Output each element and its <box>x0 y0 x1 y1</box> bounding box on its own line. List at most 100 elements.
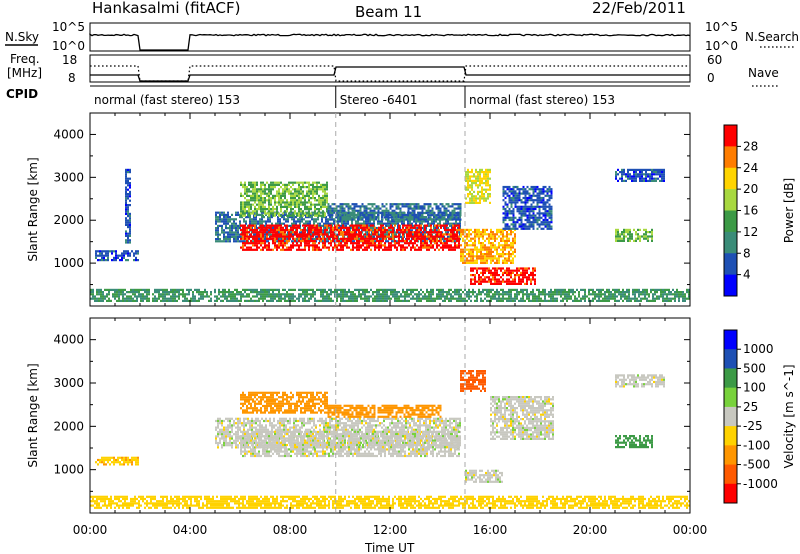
scatter-cell <box>502 199 505 202</box>
scatter-cell <box>386 235 388 238</box>
scatter-cell <box>262 199 264 202</box>
scatter-cell <box>540 223 543 226</box>
scatter-cell <box>224 288 226 291</box>
scatter-cell <box>376 239 378 243</box>
scatter-cell <box>282 190 284 193</box>
scatter-cell <box>623 237 625 240</box>
scatter-cell <box>477 175 479 178</box>
scatter-cell <box>314 210 316 213</box>
scatter-cell <box>506 261 508 264</box>
scatter-cell <box>369 214 372 217</box>
scatter-cell <box>542 201 545 204</box>
scatter-cell <box>403 205 406 208</box>
scatter-cell <box>538 201 541 204</box>
scatter-cell <box>641 177 643 180</box>
scatter-cell <box>385 216 387 219</box>
scatter-cell <box>292 183 294 186</box>
scatter-cell <box>95 254 97 257</box>
scatter-cell <box>127 168 129 171</box>
scatter-cell <box>134 299 136 302</box>
scatter-cell <box>374 246 376 249</box>
scatter-cell <box>314 291 316 294</box>
scatter-cell <box>97 254 99 257</box>
scatter-cell <box>356 248 358 251</box>
scatter-cell <box>508 271 510 274</box>
scatter-cell <box>629 237 631 240</box>
scatter-cell <box>471 168 473 171</box>
scatter-cell <box>242 226 244 229</box>
scatter-cell <box>260 237 262 240</box>
scatter-cell <box>330 235 332 238</box>
scatter-cell <box>485 199 487 202</box>
scatter-cell <box>439 220 441 223</box>
scatter-cell <box>221 240 223 243</box>
scatter-cell <box>250 205 252 208</box>
scatter-cell <box>278 239 280 243</box>
scatter-cell <box>637 168 639 171</box>
scatter-cell <box>318 210 320 213</box>
scatter-cell <box>248 183 250 186</box>
scatter-cell <box>661 168 663 171</box>
scatter-cell <box>233 235 235 238</box>
scatter-cell <box>536 223 539 226</box>
scatter-cell <box>361 205 364 208</box>
scatter-cell <box>288 212 290 215</box>
scatter-cell <box>450 233 452 236</box>
scatter-cell <box>233 240 235 243</box>
scatter-cell <box>268 194 270 197</box>
scatter-cell <box>196 291 198 294</box>
scatter-cell <box>405 218 408 221</box>
scatter-cell <box>404 242 406 245</box>
scatter-cell <box>475 184 477 187</box>
scatter-cell <box>332 226 334 229</box>
scatter-cell <box>550 212 553 215</box>
scatter-cell <box>304 299 306 302</box>
scatter-cell <box>290 199 292 202</box>
scatter-cell <box>496 257 498 260</box>
scatter-cell <box>512 271 514 274</box>
scatter-cell <box>322 197 324 200</box>
scatter-cell <box>353 240 355 243</box>
scatter-cell <box>388 226 390 229</box>
scatter-cell <box>260 181 262 184</box>
scatter-cell <box>127 241 129 244</box>
scatter-cell <box>406 233 408 236</box>
scatter-cell <box>296 181 298 184</box>
scatter-cell <box>639 168 641 171</box>
scatter-cell <box>276 208 278 211</box>
freq-unit-label: [MHz] <box>7 66 42 80</box>
scatter-cell <box>514 248 516 251</box>
scatter-cell <box>262 197 264 200</box>
scatter-cell <box>422 246 424 249</box>
scatter-cell <box>375 216 378 219</box>
scatter-cell <box>288 295 290 298</box>
scatter-cell <box>506 231 508 234</box>
scatter-cell <box>301 216 303 219</box>
scatter-cell <box>310 237 312 240</box>
scatter-cell <box>122 297 124 300</box>
scatter-cell <box>237 233 239 236</box>
scatter-cell <box>327 209 330 212</box>
scatter-cell <box>278 288 280 291</box>
scatter-cell <box>370 224 372 227</box>
scatter-cell <box>332 237 334 240</box>
scatter-cell <box>346 228 348 232</box>
scatter-cell <box>306 192 308 195</box>
scatter-cell <box>260 183 262 186</box>
scatter-cell <box>304 194 306 197</box>
scatter-cell <box>342 224 344 227</box>
scatter-cell <box>306 201 308 204</box>
scatter-cell <box>176 299 178 302</box>
scatter-cell <box>282 246 284 249</box>
scatter-cell <box>512 212 515 215</box>
scatter-cell <box>645 235 647 238</box>
scatter-cell <box>164 295 166 298</box>
scatter-cell <box>248 201 250 204</box>
scatter-cell <box>125 223 127 226</box>
scatter-cell <box>403 222 405 225</box>
scatter-cell <box>645 231 647 234</box>
scatter-cell <box>327 205 330 208</box>
scatter-cell <box>453 209 456 212</box>
scatter-cell <box>360 239 362 243</box>
scatter-cell <box>484 276 486 279</box>
